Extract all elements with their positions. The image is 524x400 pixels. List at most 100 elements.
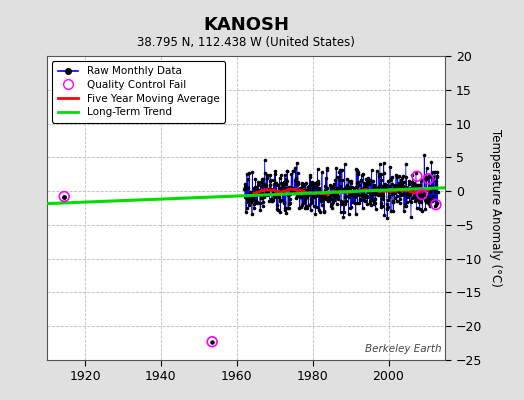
Point <box>348 199 357 206</box>
Point <box>403 193 412 199</box>
Point <box>389 208 397 214</box>
Point <box>414 199 423 205</box>
Point <box>385 193 393 200</box>
Point <box>425 183 434 189</box>
Point <box>393 174 401 180</box>
Point <box>375 171 383 177</box>
Point <box>296 205 304 212</box>
Point <box>420 192 428 198</box>
Point <box>293 170 302 176</box>
Point <box>347 184 356 190</box>
Point <box>334 174 343 180</box>
Point <box>352 184 361 190</box>
Point <box>395 180 403 186</box>
Point <box>322 194 331 200</box>
Point <box>322 196 330 202</box>
Point <box>392 172 400 178</box>
Point <box>344 211 353 218</box>
Point <box>249 196 257 203</box>
Point <box>255 188 264 194</box>
Point <box>266 178 275 184</box>
Point <box>289 190 297 196</box>
Point <box>399 190 407 197</box>
Point <box>354 192 363 198</box>
Point <box>208 338 216 345</box>
Point <box>370 182 378 188</box>
Point <box>320 208 329 215</box>
Point <box>355 196 364 202</box>
Point <box>328 184 336 190</box>
Point <box>297 194 305 200</box>
Point <box>397 176 405 183</box>
Point <box>292 195 300 202</box>
Point <box>384 204 392 210</box>
Point <box>415 188 423 194</box>
Point <box>419 187 427 193</box>
Point <box>313 178 321 185</box>
Point <box>376 161 384 167</box>
Point <box>432 181 440 187</box>
Point <box>419 188 428 194</box>
Point <box>430 186 439 192</box>
Point <box>286 195 294 202</box>
Point <box>302 180 310 186</box>
Point <box>264 186 272 192</box>
Point <box>417 198 425 205</box>
Point <box>370 196 379 202</box>
Point <box>408 172 417 178</box>
Point <box>261 191 270 197</box>
Point <box>323 188 332 195</box>
Point <box>266 172 274 178</box>
Point <box>282 178 291 184</box>
Point <box>375 192 384 198</box>
Point <box>314 181 323 188</box>
Point <box>357 177 365 183</box>
Point <box>243 205 251 211</box>
Point <box>319 208 328 214</box>
Point <box>363 192 371 199</box>
Point <box>424 176 432 182</box>
Point <box>339 186 347 192</box>
Point <box>274 182 282 188</box>
Point <box>305 183 313 189</box>
Point <box>361 197 369 204</box>
Point <box>288 186 296 192</box>
Point <box>303 191 311 198</box>
Point <box>310 203 318 209</box>
Point <box>283 192 292 198</box>
Point <box>378 182 387 189</box>
Point <box>294 179 302 185</box>
Point <box>398 173 407 180</box>
Point <box>395 173 403 179</box>
Point <box>366 191 375 197</box>
Point <box>355 199 364 206</box>
Point <box>241 181 249 187</box>
Point <box>386 182 394 189</box>
Point <box>245 170 253 176</box>
Point <box>349 199 357 206</box>
Point <box>378 202 386 209</box>
Point <box>423 193 432 199</box>
Point <box>301 205 310 211</box>
Point <box>268 198 277 204</box>
Point <box>394 184 402 190</box>
Point <box>60 193 69 200</box>
Point <box>404 190 412 196</box>
Point <box>250 184 259 190</box>
Point <box>296 186 304 193</box>
Point <box>427 196 435 202</box>
Point <box>277 180 285 186</box>
Point <box>310 184 318 190</box>
Point <box>400 184 408 191</box>
Point <box>384 178 392 184</box>
Point <box>282 210 290 216</box>
Point <box>330 180 338 187</box>
Point <box>369 188 377 195</box>
Point <box>424 198 432 204</box>
Point <box>307 200 315 206</box>
Point <box>431 202 440 209</box>
Point <box>270 190 278 196</box>
Point <box>319 196 327 203</box>
Point <box>338 188 346 194</box>
Point <box>339 214 347 220</box>
